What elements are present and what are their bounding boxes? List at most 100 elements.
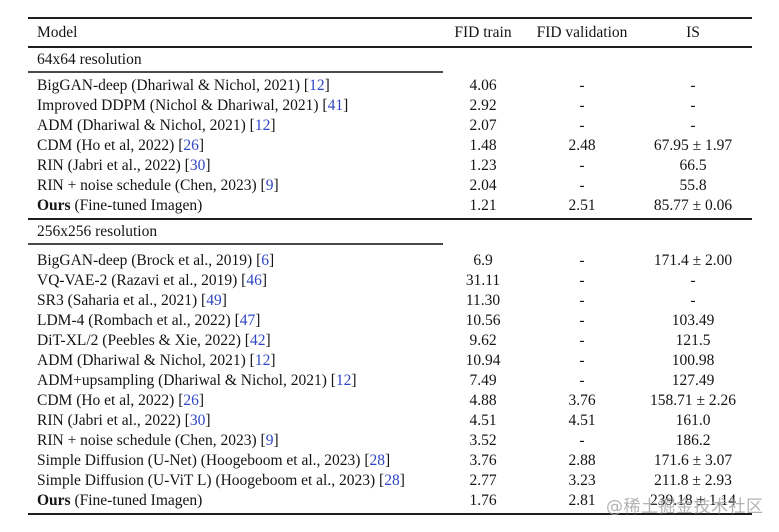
- table-bottom-rule: [28, 513, 752, 515]
- citation-ref-link[interactable]: 28: [369, 452, 385, 469]
- fid-train-value: 10.56: [465, 312, 501, 329]
- model-name-bold: Ours: [37, 197, 71, 214]
- is-value: 100.98: [671, 352, 715, 369]
- section-rule-64x64: [28, 71, 443, 73]
- citation-ref-link[interactable]: 12: [335, 372, 352, 389]
- fid-validation-value: 2.48: [568, 137, 596, 154]
- fid-train-value: 10.94: [465, 352, 501, 369]
- fid-validation-value: -: [579, 157, 585, 174]
- fid-train-value: 3.52: [469, 432, 497, 449]
- fid-train-value: 9.62: [469, 332, 497, 349]
- fid-train-value: 1.48: [469, 137, 497, 154]
- model-name-cell: RIN + noise schedule (Chen, 2023) [9]: [37, 432, 279, 449]
- is-value: -: [690, 117, 696, 134]
- watermark: @稀土掘金技术社区: [606, 497, 764, 517]
- is-value: -: [690, 77, 696, 94]
- is-value: -: [690, 292, 696, 309]
- citation-ref-link[interactable]: 12: [254, 117, 271, 134]
- model-name-cell: LDM-4 (Rombach et al., 2022) [47]: [37, 312, 261, 329]
- fid-train-value: 1.21: [469, 197, 497, 214]
- table-row: LDM-4 (Rombach et al., 2022) [47] 10.56 - 1…: [28, 311, 752, 331]
- model-name-cell: SR3 (Saharia et al., 2021) [49]: [37, 292, 227, 309]
- is-value: 171.6 ± 3.07: [653, 452, 733, 469]
- is-value: 161.0: [675, 412, 711, 429]
- citation-ref-link[interactable]: 26: [183, 137, 199, 154]
- citation-ref-link[interactable]: 42: [249, 332, 266, 349]
- citation-ref-link[interactable]: 9: [265, 432, 274, 449]
- citation-ref-link[interactable]: 49: [206, 292, 222, 309]
- model-name-cell: ADM (Dhariwal & Nichol, 2021) [12]: [37, 117, 276, 134]
- table-row: Ours (Fine-tuned Imagen) 1.21 2.51 85.77 ± …: [28, 196, 752, 216]
- citation-ref-link[interactable]: 41: [327, 97, 344, 114]
- fid-validation-value: -: [579, 372, 585, 389]
- fid-validation-value: -: [579, 312, 585, 329]
- column-header-fid-validation: FID validation: [536, 23, 628, 41]
- table-row: RIN (Jabri et al., 2022) [30] 1.23 - 66.5: [28, 156, 752, 176]
- fid-validation-value: -: [579, 117, 585, 134]
- table-row: Simple Diffusion (U-ViT L) (Hoogeboom et…: [28, 471, 752, 491]
- fid-validation-value: 2.51: [568, 197, 596, 214]
- fid-validation-value: 4.51: [568, 412, 596, 429]
- citation-ref-link[interactable]: 47: [239, 312, 256, 329]
- fid-train-value: 6.9: [473, 252, 493, 269]
- fid-validation-value: 3.23: [568, 472, 596, 489]
- citation-ref-link[interactable]: 12: [309, 77, 325, 94]
- section-separator-rule: [28, 218, 752, 220]
- model-name-cell: Ours (Fine-tuned Imagen): [37, 492, 203, 509]
- table-row: ADM (Dhariwal & Nichol, 2021) [12] 2.07 - -: [28, 116, 752, 136]
- fid-train-value: 2.77: [469, 472, 497, 489]
- citation-ref-link[interactable]: 12: [254, 352, 271, 369]
- fid-train-value: 4.06: [469, 77, 497, 94]
- column-header-is: IS: [686, 23, 700, 41]
- model-name-cell: VQ-VAE-2 (Razavi et al., 2019) [46]: [37, 272, 268, 289]
- fid-train-value: 1.23: [469, 157, 497, 174]
- citation-ref-link[interactable]: 26: [183, 392, 199, 409]
- is-value: 85.77 ± 0.06: [653, 197, 733, 214]
- results-table: Model FID train FID validation IS 64x64 …: [28, 17, 752, 515]
- citation-ref-link[interactable]: 28: [384, 472, 400, 489]
- citation-ref-link[interactable]: 30: [189, 412, 206, 429]
- fid-train-value: 2.07: [469, 117, 497, 134]
- fid-validation-value: 2.88: [568, 452, 596, 469]
- table-row: RIN + noise schedule (Chen, 2023) [9] 3.5…: [28, 431, 752, 451]
- table-row: ADM+upsampling (Dhariwal & Nichol, 2021)…: [28, 371, 752, 391]
- model-name-cell: Simple Diffusion (U-ViT L) (Hoogeboom et…: [37, 472, 405, 489]
- table-row: RIN (Jabri et al., 2022) [30] 4.51 4.51 161…: [28, 411, 752, 431]
- fid-validation-value: -: [579, 252, 585, 269]
- is-value: 211.8 ± 2.93: [654, 472, 732, 489]
- is-value: 158.71 ± 2.26: [649, 392, 736, 409]
- table-header-row: Model FID train FID validation IS: [28, 19, 752, 46]
- model-name-cell: BigGAN-deep (Dhariwal & Nichol, 2021) [1…: [37, 77, 330, 94]
- fid-validation-value: 2.81: [568, 492, 596, 509]
- table-row: CDM (Ho et al, 2022) [26] 4.88 3.76 158.71 …: [28, 391, 752, 411]
- model-name-cell: RIN (Jabri et al., 2022) [30]: [37, 157, 211, 174]
- fid-train-value: 3.76: [469, 452, 497, 469]
- table-row: DiT-XL/2 (Peebles & Xie, 2022) [42] 9.62 -…: [28, 331, 752, 351]
- table-row: RIN + noise schedule (Chen, 2023) [9] 2.0…: [28, 176, 752, 196]
- header-bottom-rule: [28, 46, 752, 48]
- fid-train-value: 31.11: [465, 272, 501, 289]
- model-name-cell: CDM (Ho et al, 2022) [26]: [37, 137, 205, 154]
- fid-validation-value: -: [579, 77, 585, 94]
- citation-ref-link[interactable]: 6: [261, 252, 270, 269]
- is-value: 239.18 ± 1.14: [649, 492, 736, 509]
- model-name-cell: ADM (Dhariwal & Nichol, 2021) [12]: [37, 352, 276, 369]
- model-name-cell: Simple Diffusion (U-Net) (Hoogeboom et a…: [37, 452, 391, 469]
- table-row: CDM (Ho et al, 2022) [26] 1.48 2.48 67.95 ±…: [28, 136, 752, 156]
- table-row: Improved DDPM (Nichol & Dhariwal, 2021) …: [28, 96, 752, 116]
- model-name-cell: DiT-XL/2 (Peebles & Xie, 2022) [42]: [37, 332, 271, 349]
- section-rows-64x64: BigGAN-deep (Dhariwal & Nichol, 2021) [1…: [28, 73, 752, 218]
- is-value: 127.49: [671, 372, 715, 389]
- table-row: Simple Diffusion (U-Net) (Hoogeboom et a…: [28, 451, 752, 471]
- is-value: -: [690, 97, 696, 114]
- is-value: 171.4 ± 2.00: [653, 252, 733, 269]
- table-row: Ours (Fine-tuned Imagen) 1.76 2.81 239.18 ±…: [28, 491, 752, 511]
- section-title-64x64: 64x64 resolution: [37, 50, 142, 68]
- is-value: 67.95 ± 1.97: [653, 137, 733, 154]
- is-value: -: [690, 272, 696, 289]
- citation-ref-link[interactable]: 9: [265, 177, 274, 194]
- model-name-cell: RIN + noise schedule (Chen, 2023) [9]: [37, 177, 279, 194]
- citation-ref-link[interactable]: 30: [189, 157, 206, 174]
- citation-ref-link[interactable]: 46: [246, 272, 262, 289]
- is-value: 55.8: [679, 177, 707, 194]
